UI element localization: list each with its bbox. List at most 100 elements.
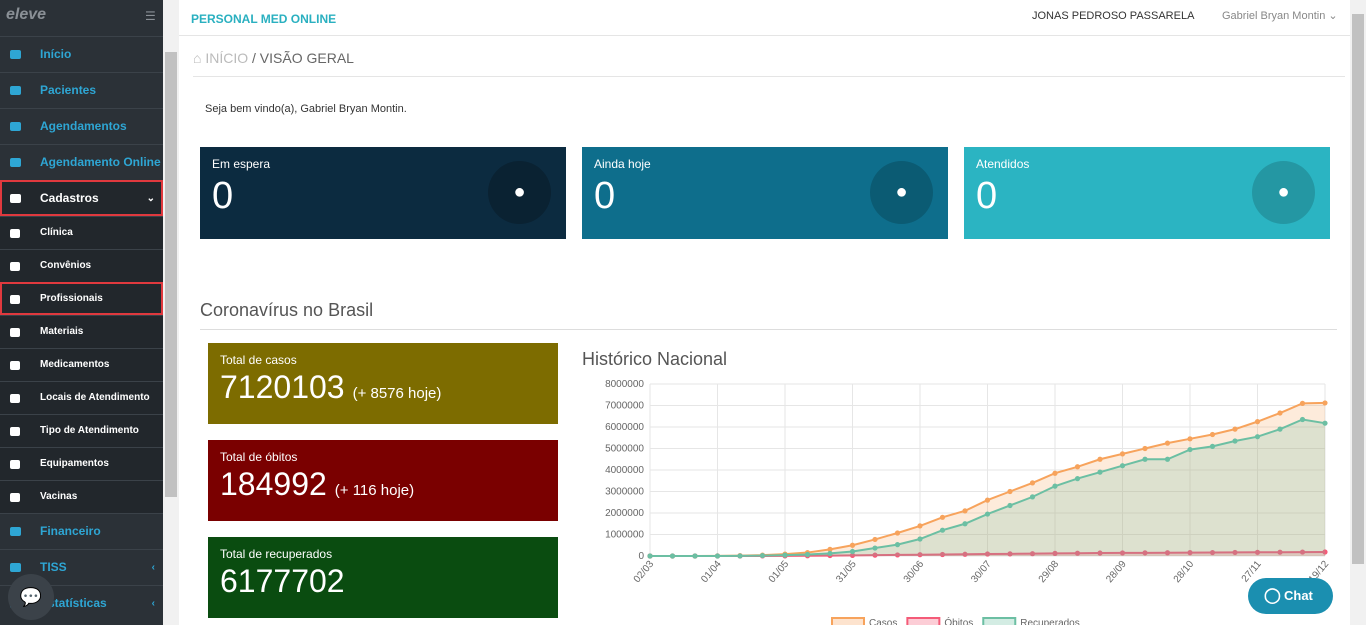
submenu-item[interactable]: Locais de Atendimento — [0, 381, 163, 414]
series-point — [894, 552, 901, 558]
x-tick-label: 28/09 — [1104, 559, 1129, 586]
chart: 0 1000000 2000000 3000000 4000000 5000000 6000… — [605, 379, 1332, 625]
submenu-item[interactable]: Profissionais — [0, 282, 163, 315]
stat-value: 184992 — [220, 466, 327, 502]
menu-icon — [10, 158, 21, 167]
stat-label: Total de óbitos — [220, 450, 298, 464]
series-point — [1029, 494, 1036, 500]
status-card: Em espera 0 ● — [200, 147, 566, 239]
series-point — [1232, 438, 1238, 444]
menu-item[interactable]: Cadastros ⌄ — [0, 180, 163, 216]
series-point — [962, 521, 968, 527]
series-point — [827, 550, 833, 557]
submenu-item[interactable]: Equipamentos — [0, 447, 163, 480]
series-point — [962, 508, 968, 514]
series-point — [1254, 549, 1261, 555]
brand[interactable]: PERSONAL MED ONLINE — [191, 12, 337, 26]
submenu-label: Vacinas — [40, 491, 78, 502]
menu-icon — [10, 86, 21, 95]
y-tick-label: 2000000 — [605, 508, 644, 519]
x-tick-label: 01/05 — [767, 559, 792, 586]
chat-button[interactable]: ◯ Chat — [1248, 578, 1333, 614]
series-point — [1164, 550, 1171, 556]
x-tick-label: 28/10 — [1172, 559, 1197, 586]
submenu-label: Equipamentos — [40, 458, 109, 469]
menu-label: Cadastros — [40, 191, 99, 205]
legend-label: Casos — [869, 618, 897, 625]
series-point — [939, 551, 946, 558]
series-point — [984, 551, 991, 557]
chat-bubble[interactable]: 💬 — [8, 574, 54, 620]
series-point — [939, 514, 946, 520]
series-point — [1277, 426, 1283, 432]
series-point — [1322, 549, 1328, 555]
submenu-item[interactable]: Tipo de Atendimento — [0, 414, 163, 447]
series-point — [647, 553, 653, 559]
series-point — [1097, 469, 1103, 475]
series-point — [782, 552, 788, 558]
scroll-thumb[interactable] — [1352, 14, 1364, 564]
stat-today: (+ 116 hoje) — [334, 482, 415, 499]
y-tick-label: 4000000 — [605, 465, 644, 476]
series-point — [1164, 440, 1171, 446]
y-tick-label: 8000000 — [605, 379, 644, 390]
scroll-thumb[interactable] — [165, 52, 177, 497]
menu-item[interactable]: Pacientes — [0, 72, 163, 108]
x-tick-label: 30/07 — [969, 559, 994, 586]
series-point — [1164, 456, 1171, 462]
submenu-icon — [10, 460, 20, 469]
series-point — [669, 553, 676, 559]
series-point — [1277, 410, 1283, 416]
card-icon: ● — [488, 161, 551, 224]
menu-label: Estatísticas — [40, 596, 107, 610]
series-point — [1254, 419, 1261, 425]
y-tick-label: 3000000 — [605, 487, 644, 498]
series-point — [1029, 551, 1036, 557]
series-point — [962, 551, 968, 557]
menu-item[interactable]: Agendamento Online — [0, 144, 163, 180]
chevron: ‹ — [151, 562, 155, 573]
submenu-label: Locais de Atendimento — [40, 392, 150, 403]
submenu-item[interactable]: Vacinas — [0, 480, 163, 513]
series-point — [714, 553, 721, 559]
series-point — [804, 551, 811, 558]
submenu-item[interactable]: Clínica — [0, 216, 163, 249]
series-point — [1052, 550, 1058, 556]
menu-item[interactable]: TISS ‹ — [0, 549, 163, 585]
user-menu[interactable]: Gabriel Bryan Montin ⌄ — [1222, 10, 1338, 22]
submenu-item[interactable]: Convênios — [0, 249, 163, 282]
menu-item[interactable]: Agendamentos — [0, 108, 163, 144]
submenu-item[interactable]: Medicamentos — [0, 348, 163, 381]
submenu-icon — [10, 262, 20, 271]
submenu-icon — [10, 229, 20, 238]
logo: eleve — [6, 6, 47, 23]
menu-item[interactable]: Início — [0, 36, 163, 72]
status-card: Atendidos 0 ● — [964, 147, 1330, 239]
series-point — [872, 536, 878, 543]
menu-label: Agendamento Online — [40, 155, 161, 169]
series-point — [849, 552, 856, 558]
series-point — [849, 548, 856, 555]
submenu-label: Materiais — [40, 326, 84, 337]
series-point — [1119, 550, 1126, 556]
series-area — [650, 402, 1325, 556]
x-tick-label: 31/05 — [834, 559, 859, 586]
user-name: Gabriel Bryan Montin — [1222, 10, 1326, 22]
series-point — [984, 511, 991, 517]
menu-item[interactable]: Financeiro — [0, 513, 163, 549]
card-label: Atendidos — [976, 157, 1030, 171]
stat-row: 184992 (+ 116 hoje) — [220, 466, 414, 503]
breadcrumb-home[interactable]: ⌂ INÍCIO — [193, 50, 249, 66]
collapse-icon[interactable]: ☰ — [145, 9, 156, 23]
series-point — [1029, 480, 1036, 486]
y-tick-label: 7000000 — [605, 401, 644, 412]
series-point — [849, 542, 856, 548]
submenu-label: Medicamentos — [40, 359, 110, 370]
submenu-item[interactable]: Materiais — [0, 315, 163, 348]
x-tick-label: 30/06 — [902, 559, 927, 586]
stat-value: 7120103 — [220, 369, 345, 405]
series-point — [1097, 550, 1103, 556]
stat-row: 7120103 (+ 8576 hoje) — [220, 369, 441, 406]
series-point — [917, 552, 923, 558]
